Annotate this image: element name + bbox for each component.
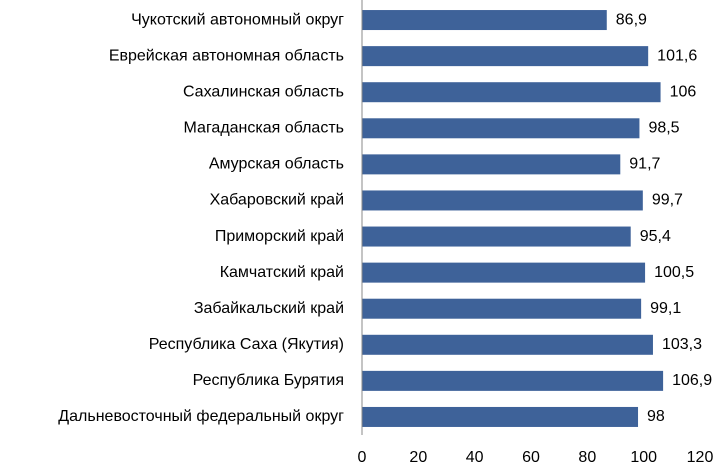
value-label: 101,6 [657,47,697,64]
x-tick-label: 100 [630,449,657,466]
value-label: 86,9 [616,11,647,28]
category-label: Магаданская область [184,120,344,137]
value-label: 106 [670,83,697,100]
bar [362,334,653,355]
x-tick-label: 20 [409,449,427,466]
category-label: Сахалинская область [183,83,344,100]
value-label: 100,5 [654,264,694,281]
bar [362,118,640,139]
value-labels: 86,9 101,6 106 98,5 91,7 99,7 95,4 100,5 99,1 103… [616,11,712,425]
bar [362,190,643,211]
category-labels: Чукотский автономный округ Еврейская авто… [58,11,344,425]
x-tick-label: 40 [466,449,484,466]
bar [362,82,661,103]
bars [362,10,664,427]
category-label: Камчатский край [220,264,344,281]
bar [362,46,649,67]
category-label: Республика Саха (Якутия) [149,336,344,353]
bar [362,10,607,31]
category-label: Чукотский автономный округ [131,11,344,28]
x-tick-label: 0 [358,449,367,466]
value-label: 95,4 [640,228,671,245]
bar [362,226,631,247]
bar [362,298,642,319]
value-label: 103,3 [662,336,702,353]
x-tick-label: 120 [687,449,714,466]
category-label: Хабаровский край [210,192,344,209]
category-label: Амурская область [209,156,344,173]
x-tick-label: 60 [522,449,540,466]
bar [362,262,646,283]
value-label: 106,9 [672,372,712,389]
bar [362,370,664,391]
bar [362,154,621,175]
category-label: Республика Бурятия [193,372,344,389]
value-label: 98 [647,408,665,425]
category-label: Дальневосточный федеральный округ [58,408,344,425]
category-label: Забайкальский край [194,300,344,317]
value-label: 99,1 [650,300,681,317]
value-label: 91,7 [629,156,660,173]
x-axis-tick-labels: 0 20 40 60 80 100 120 [358,449,714,466]
value-label: 99,7 [652,192,683,209]
bar [362,406,639,427]
category-label: Еврейская автономная область [109,47,344,64]
value-label: 98,5 [648,120,679,137]
x-tick-label: 80 [578,449,596,466]
category-label: Приморский край [215,228,344,245]
